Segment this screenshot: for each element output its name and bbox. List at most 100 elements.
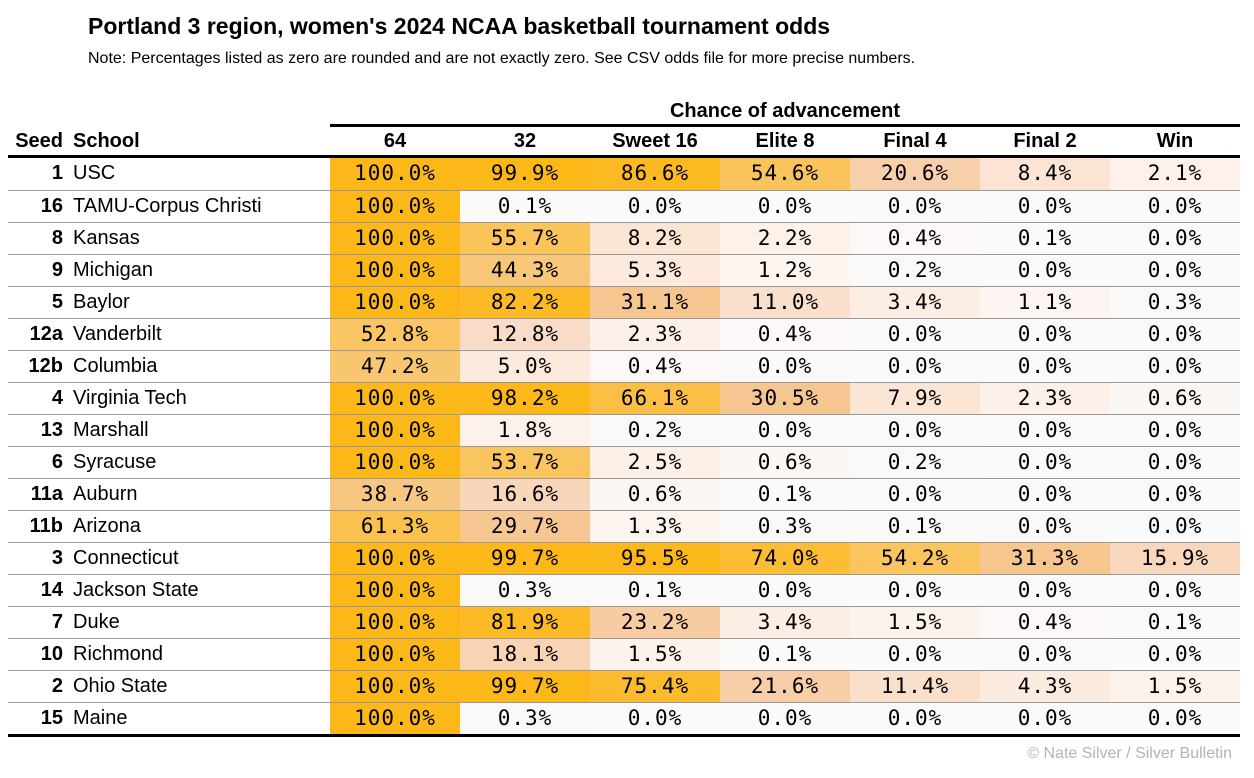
- odds-cell: 0.0%: [850, 479, 980, 510]
- table-row: 4 Virginia Tech 100.0% 98.2% 66.1% 30.5% 7.9% 2…: [8, 382, 1240, 414]
- odds-cell: 0.6%: [720, 447, 850, 478]
- odds-cell: 3.4%: [850, 287, 980, 318]
- odds-cell: 0.0%: [590, 191, 720, 222]
- odds-cell: 0.0%: [1110, 575, 1240, 606]
- odds-cell: 38.7%: [330, 479, 460, 510]
- odds-cell: 3.4%: [720, 607, 850, 638]
- odds-cell: 100.0%: [330, 287, 460, 318]
- odds-cell: 0.0%: [720, 415, 850, 446]
- table-row: 6 Syracuse 100.0% 53.7% 2.5% 0.6% 0.2% 0.0% 0.0%: [8, 446, 1240, 478]
- odds-cell: 66.1%: [590, 383, 720, 414]
- odds-cell: 0.2%: [850, 447, 980, 478]
- odds-cell: 95.5%: [590, 543, 720, 574]
- odds-cell: 0.6%: [590, 479, 720, 510]
- odds-cell: 0.3%: [460, 703, 590, 734]
- seed-cell: 5: [51, 291, 63, 313]
- odds-cell: 5.0%: [460, 351, 590, 382]
- table-row: 11a Auburn 38.7% 16.6% 0.6% 0.1% 0.0% 0.0% 0.0%: [8, 478, 1240, 510]
- odds-cell: 74.0%: [720, 543, 850, 574]
- odds-cell: 0.0%: [850, 575, 980, 606]
- odds-cell: 0.0%: [720, 575, 850, 606]
- odds-cell: 100.0%: [330, 575, 460, 606]
- odds-cell: 8.4%: [980, 158, 1110, 190]
- school-cell: Auburn: [73, 483, 138, 505]
- col-header-final-4: Final 4: [883, 130, 947, 152]
- odds-cell: 0.2%: [850, 255, 980, 286]
- odds-cell: 2.1%: [1110, 158, 1240, 190]
- note-text: Note: Percentages listed as zero are rou…: [88, 50, 916, 67]
- odds-cell: 2.2%: [720, 223, 850, 254]
- odds-cell: 0.0%: [850, 319, 980, 350]
- seed-cell: 14: [40, 579, 63, 601]
- table-row: 12b Columbia 47.2% 5.0% 0.4% 0.0% 0.0% 0.0% 0.0%: [8, 350, 1240, 382]
- seed-cell: 12a: [29, 323, 63, 345]
- odds-cell: 0.0%: [980, 639, 1110, 670]
- odds-cell: 31.1%: [590, 287, 720, 318]
- table-row: 5 Baylor 100.0% 82.2% 31.1% 11.0% 3.4% 1.1% 0.3%: [8, 286, 1240, 318]
- odds-cell: 0.4%: [720, 319, 850, 350]
- table-row: 12a Vanderbilt 52.8% 12.8% 2.3% 0.4% 0.0% 0.0% 0…: [8, 318, 1240, 350]
- odds-cell: 0.0%: [850, 415, 980, 446]
- odds-cell: 0.0%: [980, 703, 1110, 734]
- odds-cell: 0.6%: [1110, 383, 1240, 414]
- odds-cell: 0.0%: [1110, 191, 1240, 222]
- odds-cell: 0.0%: [980, 479, 1110, 510]
- school-cell: Duke: [73, 611, 120, 633]
- page-title: Portland 3 region, women's 2024 NCAA bas…: [88, 13, 831, 39]
- odds-cell: 0.0%: [720, 191, 850, 222]
- seed-cell: 15: [40, 707, 63, 729]
- col-header-sweet-16: Sweet 16: [612, 130, 698, 152]
- odds-cell: 0.3%: [460, 575, 590, 606]
- odds-cell: 1.5%: [590, 639, 720, 670]
- odds-cell: 98.2%: [460, 383, 590, 414]
- odds-cell: 99.9%: [460, 158, 590, 190]
- odds-cell: 0.0%: [590, 703, 720, 734]
- table-row: 8 Kansas 100.0% 55.7% 8.2% 2.2% 0.4% 0.1% 0.0%: [8, 222, 1240, 254]
- school-cell: Syracuse: [73, 451, 157, 473]
- odds-cell: 5.3%: [590, 255, 720, 286]
- odds-cell: 0.0%: [1110, 703, 1240, 734]
- odds-cell: 82.2%: [460, 287, 590, 318]
- odds-cell: 100.0%: [330, 255, 460, 286]
- odds-cell: 0.0%: [980, 351, 1110, 382]
- odds-cell: 7.9%: [850, 383, 980, 414]
- odds-cell: 0.4%: [850, 223, 980, 254]
- seed-cell: 1: [51, 162, 63, 184]
- odds-cell: 100.0%: [330, 703, 460, 734]
- odds-cell: 0.1%: [720, 639, 850, 670]
- school-cell: Richmond: [73, 643, 164, 665]
- school-cell: Connecticut: [73, 547, 179, 569]
- odds-cell: 0.0%: [980, 191, 1110, 222]
- col-header-32: 32: [513, 130, 537, 152]
- odds-cell: 12.8%: [460, 319, 590, 350]
- odds-cell: 86.6%: [590, 158, 720, 190]
- odds-cell: 0.0%: [850, 351, 980, 382]
- odds-cell: 53.7%: [460, 447, 590, 478]
- odds-cell: 55.7%: [460, 223, 590, 254]
- odds-cell: 0.3%: [1110, 287, 1240, 318]
- school-cell: Kansas: [73, 227, 140, 249]
- odds-cell: 1.2%: [720, 255, 850, 286]
- col-header-seed: Seed: [15, 130, 63, 152]
- seed-cell: 11b: [29, 515, 63, 537]
- odds-cell: 47.2%: [330, 351, 460, 382]
- table-row: 14 Jackson State 100.0% 0.3% 0.1% 0.0% 0.0% 0.0…: [8, 574, 1240, 606]
- odds-cell: 81.9%: [460, 607, 590, 638]
- seed-cell: 2: [51, 675, 63, 697]
- seed-cell: 11a: [30, 483, 63, 505]
- table-row: 7 Duke 100.0% 81.9% 23.2% 3.4% 1.5% 0.4% 0.1%: [8, 606, 1240, 638]
- odds-table: Chance of advancement Seed School 64 32 Sw…: [8, 99, 1240, 737]
- odds-cell: 16.6%: [460, 479, 590, 510]
- seed-cell: 4: [51, 387, 63, 409]
- table-row: 9 Michigan 100.0% 44.3% 5.3% 1.2% 0.2% 0.0% 0.0%: [8, 254, 1240, 286]
- odds-cell: 0.0%: [1110, 511, 1240, 542]
- table-row: 11b Arizona 61.3% 29.7% 1.3% 0.3% 0.1% 0.0% 0.0%: [8, 510, 1240, 542]
- table-row: 1 USC 100.0% 99.9% 86.6% 54.6% 20.6% 8.4% 2.1%: [8, 158, 1240, 190]
- odds-cell: 0.0%: [1110, 319, 1240, 350]
- odds-cell: 0.0%: [980, 415, 1110, 446]
- odds-cell: 2.5%: [590, 447, 720, 478]
- group-header: Chance of advancement: [330, 99, 1240, 127]
- table-row: 10 Richmond 100.0% 18.1% 1.5% 0.1% 0.0% 0.0% 0.0…: [8, 638, 1240, 670]
- odds-cell: 20.6%: [850, 158, 980, 190]
- table-row: 13 Marshall 100.0% 1.8% 0.2% 0.0% 0.0% 0.0% 0.0%: [8, 414, 1240, 446]
